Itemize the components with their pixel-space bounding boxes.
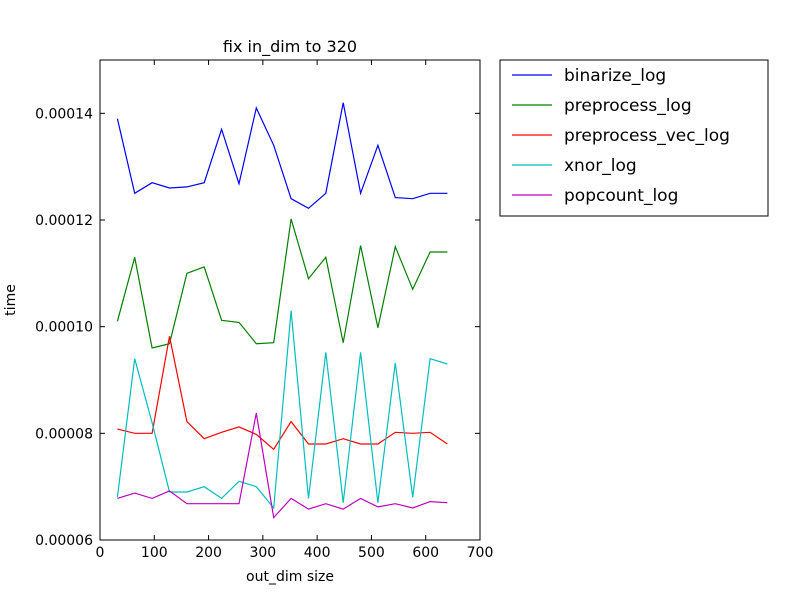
series-line-preprocess-log	[116, 218, 448, 349]
x-tick-label: 600	[412, 545, 439, 561]
legend-label: binarize_log	[564, 66, 666, 86]
series-layer	[116, 102, 448, 519]
x-tick-label: 200	[195, 545, 222, 561]
series-line-preprocess-vec-log	[117, 336, 448, 451]
legend-label: xnor_log	[564, 156, 637, 176]
series-line-xnor-log	[116, 310, 448, 510]
x-tick-label: 0	[96, 545, 105, 561]
x-tick-label: 300	[249, 545, 276, 561]
x-tick-label: 400	[304, 545, 331, 561]
legend-label: preprocess_log	[564, 96, 692, 116]
legend: binarize_log preprocess_log preprocess_vec…	[499, 59, 769, 217]
x-tick-label: 100	[141, 545, 168, 561]
series-line-binarize-log	[116, 102, 448, 210]
y-tick-label: 0.00008	[35, 426, 93, 442]
legend-label: preprocess_vec_log	[564, 126, 730, 146]
legend-label: popcount_log	[564, 186, 678, 206]
plot-frame	[99, 59, 481, 541]
chart-title: fix in_dim to 320	[223, 37, 357, 57]
y-tick-label: 0.00010	[35, 320, 93, 336]
y-tick-label: 0.00014	[35, 106, 93, 122]
tick-layer: 0 100 200 300 400 500 600 700 0.00006 0.00008 0.00…	[35, 60, 493, 561]
legend-box	[499, 59, 769, 217]
x-tick-label: 700	[467, 545, 494, 561]
y-tick-label: 0.00006	[35, 533, 93, 549]
y-axis-label: time	[3, 284, 19, 316]
y-tick-label: 0.00012	[35, 213, 93, 229]
series-line-popcount-log	[117, 412, 448, 519]
x-axis-label: out_dim size	[246, 569, 334, 585]
x-tick-label: 500	[358, 545, 385, 561]
